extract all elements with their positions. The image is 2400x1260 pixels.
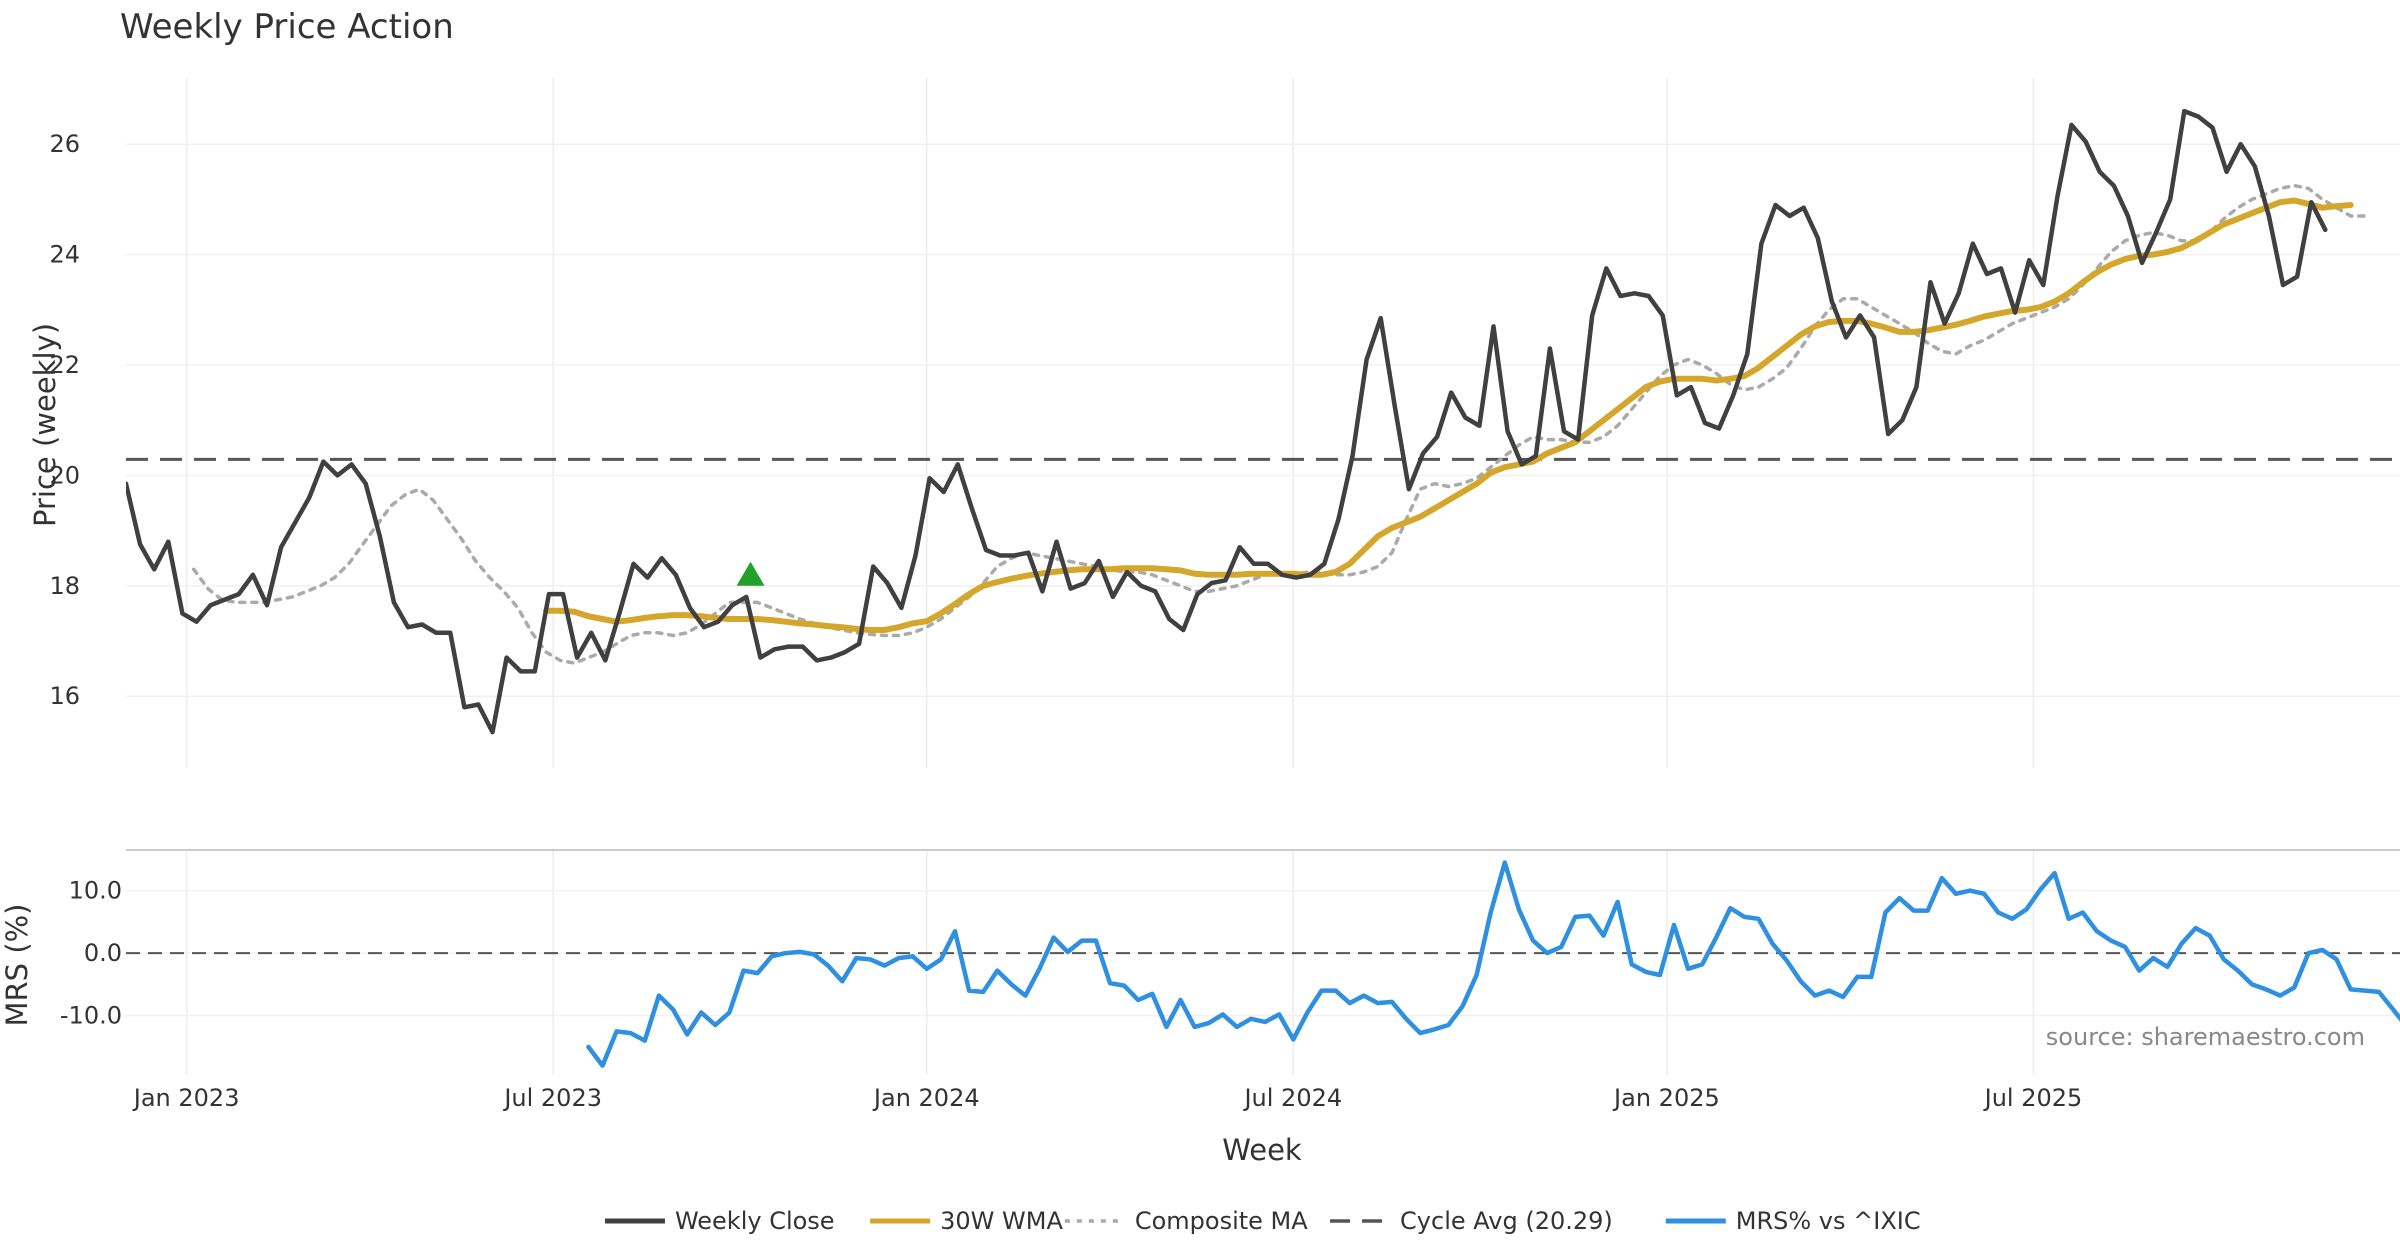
x-tick-jan-2024: Jan 2024 bbox=[872, 1084, 980, 1112]
x-tick-jan-2025: Jan 2025 bbox=[1612, 1084, 1720, 1112]
x-axis-ticks: Jan 2023 Jul 2023 Jan 2024 Jul 2024 Jan 2025… bbox=[132, 1084, 2083, 1112]
legend-item-weekly-close: Weekly Close bbox=[604, 1207, 835, 1235]
series-composite-ma bbox=[191, 183, 2367, 665]
legend-label-30w-wma: 30W WMA bbox=[940, 1207, 1063, 1235]
source-annotation: source: sharemaestro.com bbox=[2046, 1023, 2365, 1051]
price-y-tick-18: 18 bbox=[49, 572, 80, 600]
series-mrs-vs-ixic bbox=[586, 860, 2400, 1068]
legend-label-composite-ma: Composite MA bbox=[1135, 1207, 1308, 1235]
price-y-tick-24: 24 bbox=[49, 241, 80, 269]
x-tick-jul-2023: Jul 2023 bbox=[502, 1084, 602, 1112]
mrs-y-axis-label: MRS (%) bbox=[0, 904, 34, 1027]
mrs-series-group bbox=[586, 860, 2400, 1068]
price-y-axis-label: Price (weekly) bbox=[28, 323, 62, 527]
mrs-grid bbox=[126, 850, 2400, 1075]
mrs-y-axis-ticks: -10.0 0.0 10.0 bbox=[60, 877, 122, 1030]
legend-label-mrs-vs-ixic: MRS% vs ^IXIC bbox=[1736, 1207, 1921, 1235]
legend-item-mrs-vs-ixic: MRS% vs ^IXIC bbox=[1665, 1207, 1921, 1235]
signal-triangle-marker bbox=[736, 561, 765, 586]
series-weekly-close bbox=[126, 108, 2328, 735]
price-y-axis-ticks: 16 18 20 22 24 26 bbox=[49, 130, 80, 710]
legend-item-cycle-avg-20-29: Cycle Avg (20.29) bbox=[1330, 1207, 1613, 1235]
price-series-group bbox=[126, 108, 2367, 735]
x-axis-label: Week bbox=[1222, 1133, 1302, 1167]
x-tick-jul-2024: Jul 2024 bbox=[1242, 1084, 1342, 1112]
price-grid bbox=[126, 78, 2400, 768]
mrs-y-tick-10-0: 10.0 bbox=[69, 877, 122, 905]
mrs-y-tick-0-0: 0.0 bbox=[84, 939, 122, 967]
legend: Weekly Close 30W WMA Composite MA Cycle Avg… bbox=[604, 1207, 1921, 1235]
signal-marker-group bbox=[736, 561, 765, 586]
x-tick-jul-2025: Jul 2025 bbox=[1983, 1084, 2083, 1112]
legend-item-composite-ma: Composite MA bbox=[1064, 1207, 1308, 1235]
chart-title: Weekly Price Action bbox=[120, 7, 454, 47]
price-y-tick-26: 26 bbox=[49, 130, 80, 158]
legend-label-weekly-close: Weekly Close bbox=[675, 1207, 835, 1235]
price-y-tick-16: 16 bbox=[49, 682, 80, 710]
x-tick-jan-2023: Jan 2023 bbox=[132, 1084, 240, 1112]
legend-label-cycle-avg-20-29: Cycle Avg (20.29) bbox=[1400, 1207, 1613, 1235]
price-y-tick-20: 20 bbox=[49, 461, 80, 489]
series-30w-wma bbox=[543, 197, 2354, 633]
mrs-y-tick-10-0: -10.0 bbox=[60, 1002, 122, 1030]
legend-item-30w-wma: 30W WMA bbox=[870, 1207, 1063, 1235]
price-y-tick-22: 22 bbox=[49, 351, 80, 379]
